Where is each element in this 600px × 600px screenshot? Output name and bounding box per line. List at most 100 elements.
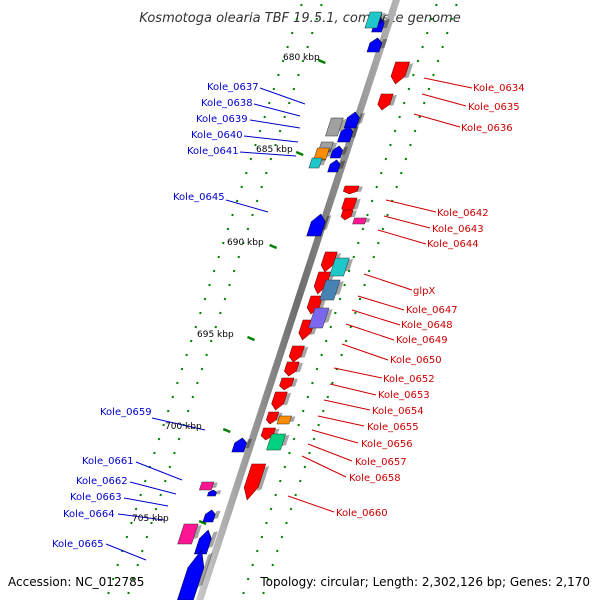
gene-label: Kole_0636 — [461, 123, 513, 134]
tick-dot — [398, 115, 401, 119]
gene-shape — [202, 509, 216, 523]
leader-line — [225, 199, 269, 213]
leader-line — [323, 399, 371, 411]
gene-arrow — [329, 145, 348, 159]
kbp-label-700: 700 kbp — [165, 422, 202, 432]
tick-dot — [343, 283, 346, 287]
tick-dot — [180, 367, 184, 371]
leader-line — [287, 495, 335, 513]
tick-dot — [141, 549, 144, 553]
tick-dot — [237, 255, 240, 259]
tick-dot — [254, 143, 257, 147]
gene-label: Kole_0639 — [196, 114, 248, 125]
tick-dot — [407, 87, 411, 91]
tick-dot — [222, 241, 225, 245]
tick-dot — [153, 451, 156, 455]
gene-arrow — [306, 213, 332, 237]
gene-arrow — [329, 257, 354, 277]
gene-shade — [322, 215, 332, 231]
gene-shape — [276, 415, 292, 425]
gene-arrow — [279, 377, 298, 391]
tick-dot — [418, 115, 421, 119]
tick-dot — [357, 241, 360, 245]
gene-label: Kole_0643 — [432, 224, 484, 235]
tick-dot — [280, 535, 284, 539]
gene-shape — [279, 377, 295, 391]
leader-line — [105, 543, 147, 561]
leader-line — [239, 151, 297, 157]
gene-shape — [329, 257, 350, 277]
gene-shade — [283, 392, 292, 406]
tick-dot — [219, 311, 222, 315]
tick-dot — [430, 17, 434, 21]
gene-shape — [266, 411, 280, 425]
tick-dot — [279, 479, 282, 483]
gene-shape — [243, 463, 267, 501]
major-tick — [317, 58, 326, 65]
tick-dot — [212, 269, 216, 273]
leader-line — [123, 497, 169, 507]
tick-dot — [205, 353, 208, 357]
tick-dot — [194, 325, 198, 329]
tick-dot — [196, 381, 199, 385]
leader-line — [301, 455, 347, 478]
gene-shade — [295, 362, 304, 373]
gene-shade — [404, 63, 414, 79]
gene-shade — [350, 126, 359, 138]
tick-dot — [455, 3, 458, 7]
tick-dot — [413, 129, 417, 133]
tick-dot — [127, 591, 130, 595]
tick-dot — [189, 339, 193, 343]
tick-dot — [384, 157, 388, 161]
gene-shade — [380, 38, 388, 49]
kbp-label-695: 695 kbp — [197, 330, 234, 340]
gene-label: Kole_0641 — [187, 146, 239, 157]
gene-shade — [215, 490, 222, 495]
tick-dot — [177, 437, 181, 441]
tick-dot — [331, 381, 334, 385]
tick-dot — [144, 479, 147, 483]
tick-dot — [154, 507, 158, 511]
tick-dot — [349, 325, 353, 329]
kbp-label-680: 680 kbp — [283, 53, 320, 63]
tick-dot — [208, 283, 211, 287]
tick-dot — [303, 465, 307, 469]
tick-dot — [292, 437, 296, 441]
gene-label: Kole_0659 — [100, 407, 152, 418]
leader-line — [383, 215, 431, 229]
major-tick — [269, 243, 278, 250]
genome-backbone — [195, 0, 401, 600]
leader-line — [329, 383, 377, 396]
gene-label: Kole_0660 — [336, 508, 388, 519]
leader-line — [135, 461, 183, 481]
tick-dot — [111, 577, 115, 581]
tick-dot — [287, 101, 291, 105]
tick-dot — [409, 143, 412, 147]
gene-arrow — [271, 391, 292, 411]
tick-dot — [386, 213, 389, 217]
tick-dot — [168, 465, 172, 469]
tick-dot — [381, 227, 385, 231]
gene-label: Kole_0649 — [396, 335, 448, 346]
gene-label: Kole_0653 — [378, 390, 430, 401]
tick-dot — [324, 339, 328, 343]
gene-shade — [324, 309, 333, 323]
gene-shade — [211, 482, 218, 488]
major-tick — [295, 150, 304, 157]
gene-arrow — [206, 489, 222, 497]
tick-dot — [297, 73, 300, 77]
gene-label: Kole_0637 — [207, 82, 259, 93]
tick-dot — [272, 87, 276, 91]
gene-shade — [197, 552, 213, 588]
tick-dot — [269, 507, 273, 511]
tick-dot — [306, 45, 309, 49]
gene-arrow — [340, 209, 357, 221]
tick-dot — [265, 171, 268, 175]
tick-dot — [283, 115, 286, 119]
gene-label: Kole_0661 — [82, 456, 134, 467]
tick-dot — [162, 423, 165, 427]
tick-dot — [200, 367, 204, 371]
gene-shape — [377, 93, 394, 111]
gene-label: Kole_0662 — [76, 476, 128, 487]
gene-label: Kole_0658 — [349, 473, 401, 484]
